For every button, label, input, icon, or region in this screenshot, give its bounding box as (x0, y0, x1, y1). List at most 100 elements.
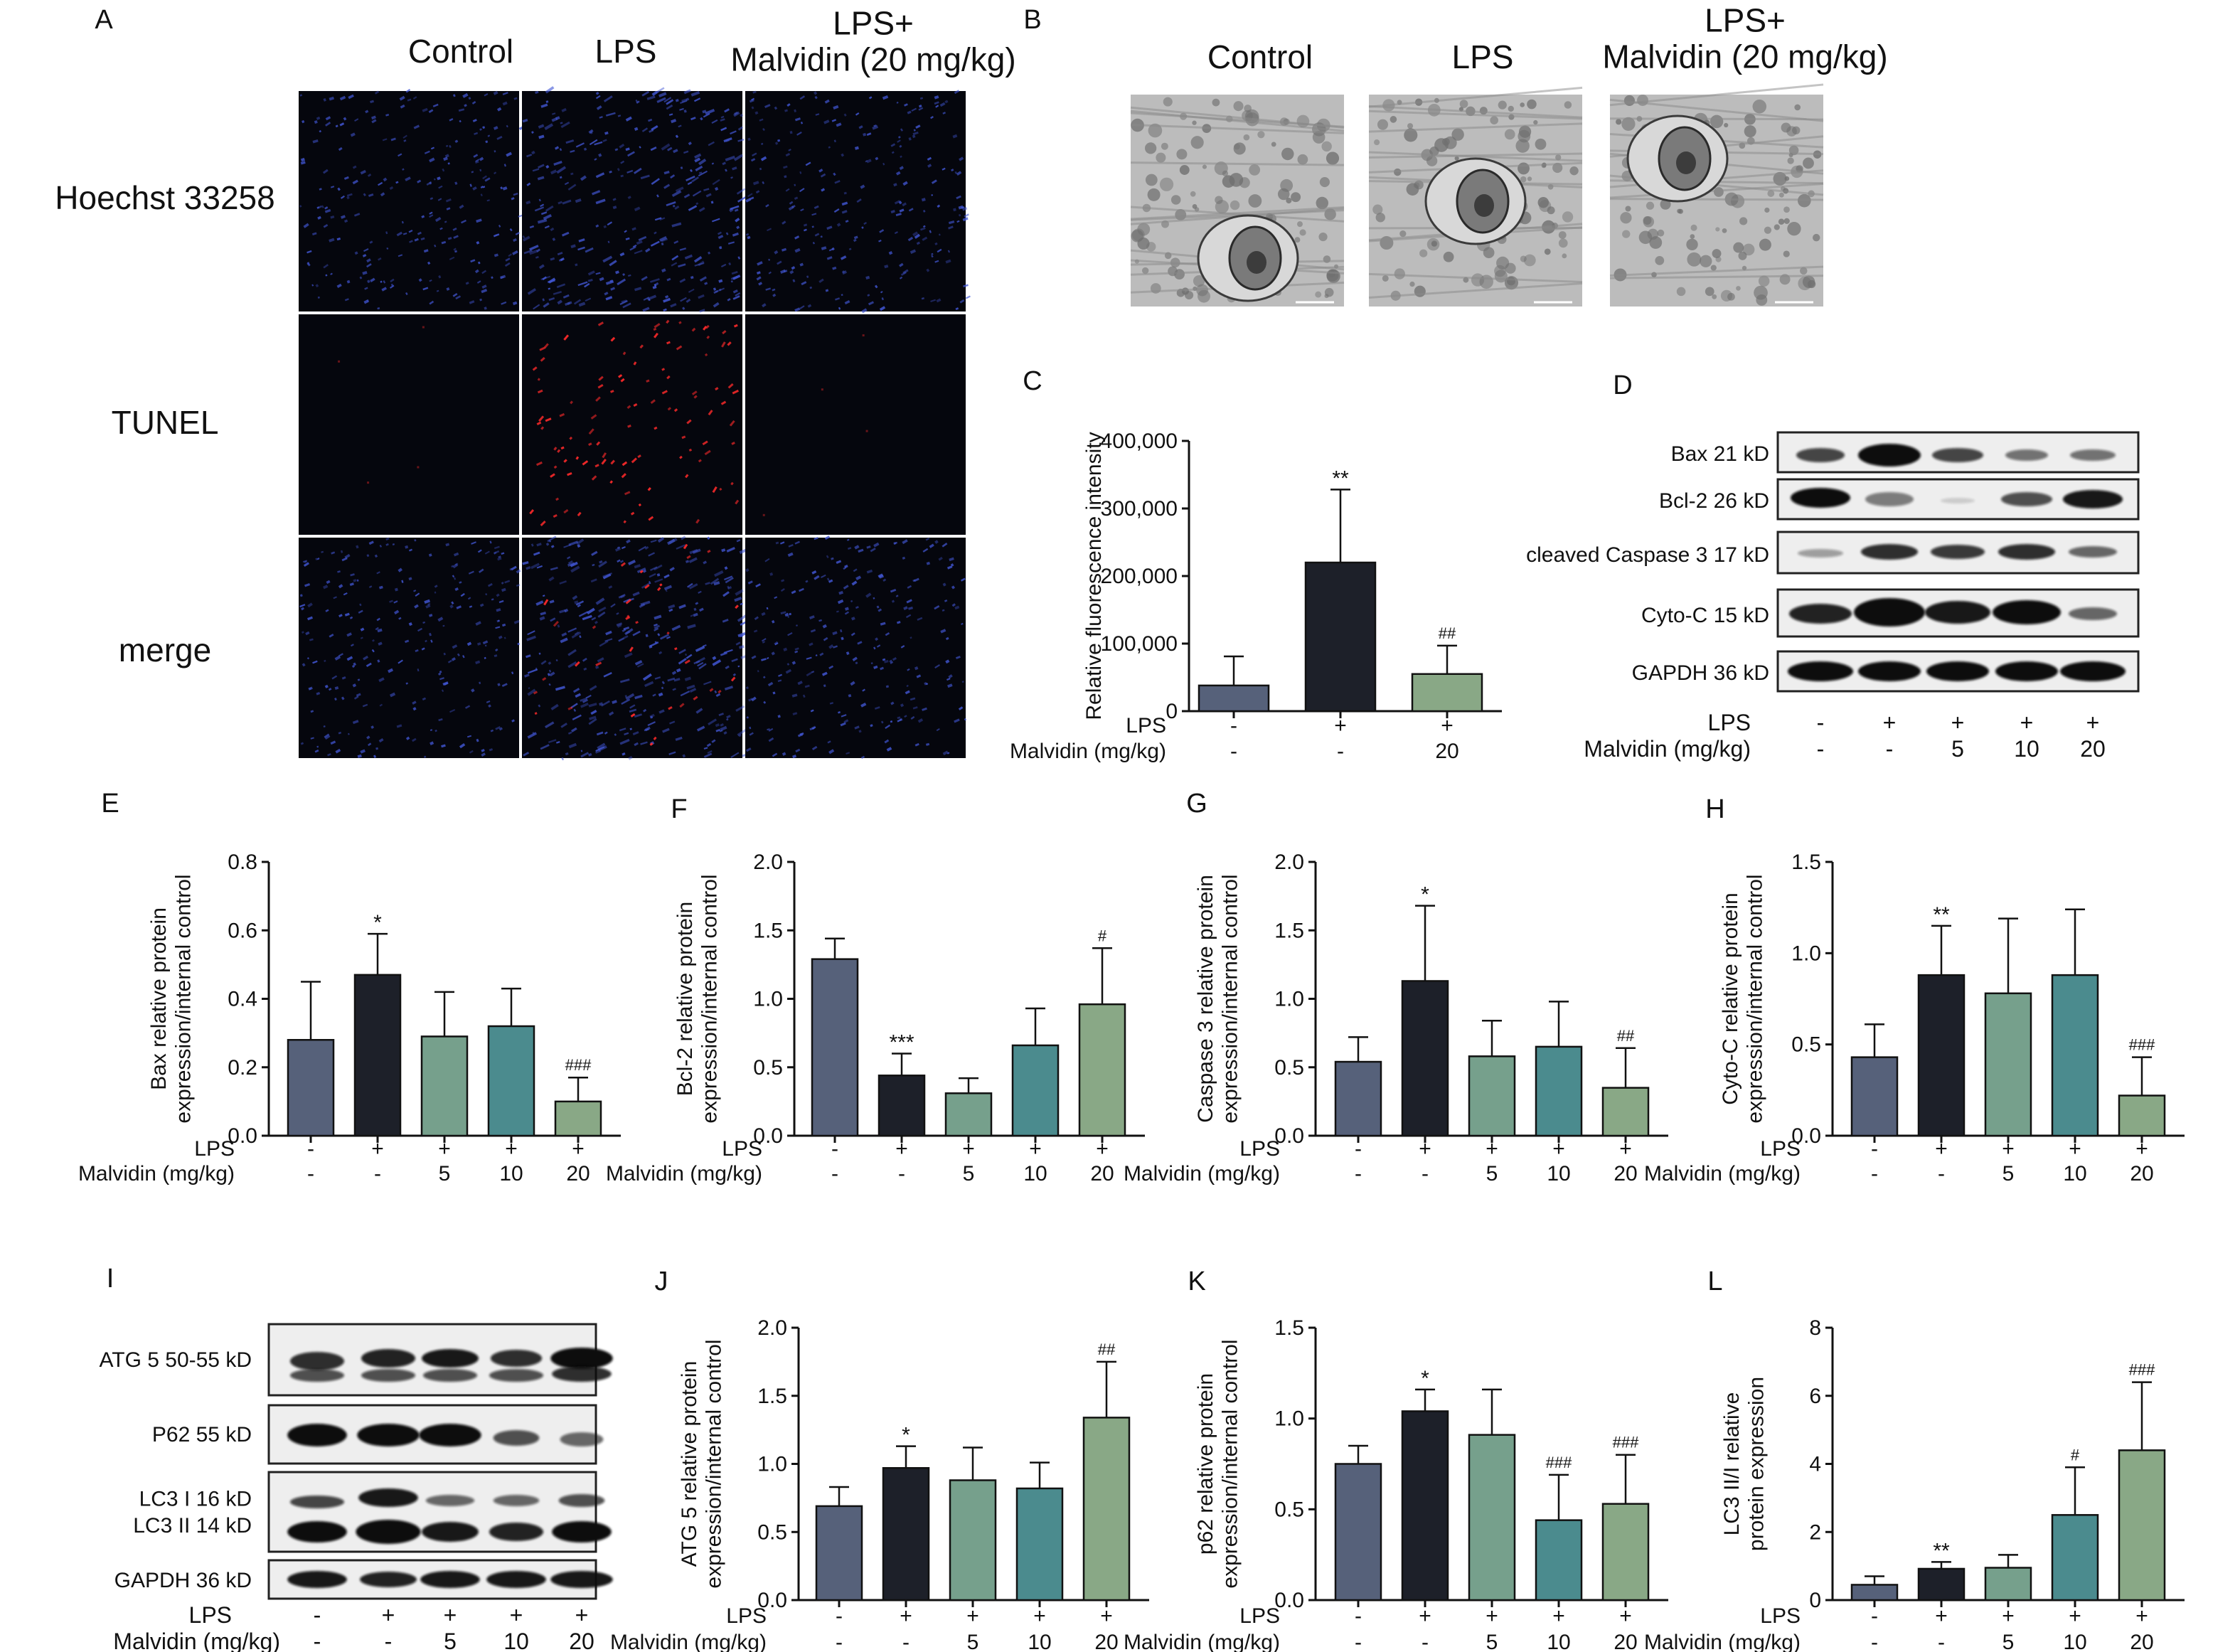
nucleus-dot (597, 745, 607, 752)
label-line: 0.0 (757, 1589, 787, 1612)
nucleus-dot (398, 254, 403, 257)
nucleus-dot (609, 260, 617, 267)
nucleus-dot (876, 644, 881, 648)
tunel-dot (338, 360, 341, 363)
mitochondrion (1451, 128, 1464, 141)
nucleus-dot (516, 584, 521, 587)
nucleus-dot (451, 565, 454, 568)
nucleus-dot (908, 606, 913, 610)
nucleus-dot (775, 541, 779, 545)
mitochondrion (1783, 218, 1790, 224)
nucleus-dot (449, 118, 454, 122)
nucleus-dot (422, 287, 429, 291)
y-tick-label: 8 (1809, 1316, 1821, 1340)
nucleus-dot (550, 703, 559, 710)
bar (2118, 1094, 2166, 1137)
nucleus-dot (362, 271, 368, 275)
nucleus-dot (712, 178, 720, 186)
nucleus-dot (326, 580, 331, 585)
nucleus-dot (587, 278, 593, 282)
nucleus-dot (720, 651, 727, 656)
nucleus-dot (340, 550, 343, 553)
lps-sign: + (1100, 1604, 1113, 1628)
nucleus-dot (782, 247, 787, 252)
nucleus-dot (648, 118, 653, 122)
nucleus-dot (299, 594, 303, 597)
nucleus-dot (664, 294, 669, 299)
mitochondrion (1767, 190, 1775, 197)
nucleus-dot (417, 231, 422, 235)
nucleus-dot (902, 202, 907, 207)
tunel-dot (563, 459, 567, 463)
mitochondrion (1230, 200, 1240, 211)
nucleus-dot (506, 124, 508, 128)
mitochondrion (1394, 268, 1405, 279)
nucleus-dot (319, 129, 322, 133)
nucleus-dot (900, 703, 905, 708)
tunel-dot (721, 341, 726, 348)
nucleus-dot (385, 543, 389, 546)
label-line: 5 (1486, 1162, 1498, 1185)
nucleus-dot (896, 621, 901, 624)
nucleus-dot (720, 118, 725, 122)
nucleus-dot (730, 752, 740, 758)
bar (949, 1479, 997, 1602)
label-line: Malvidin (mg/kg) (78, 1162, 235, 1185)
nucleus-dot (602, 255, 613, 263)
malvidin-dose: 20 (569, 1629, 594, 1652)
panel-label-F: F (671, 794, 687, 824)
malvidin-dose: 5 (967, 1631, 979, 1652)
label-line: LPS (595, 33, 657, 70)
nucleus-dot (368, 193, 374, 197)
nucleus-dot (425, 604, 431, 609)
mitochondrion (1407, 123, 1414, 129)
label-line: 1.0 (753, 988, 783, 1011)
nucleus-dot (618, 637, 625, 642)
nucleus-dot (399, 95, 405, 101)
nucleus-dot (911, 107, 917, 112)
label-line: 10 (503, 1629, 529, 1652)
lps-sign: + (895, 1137, 908, 1161)
nucleus-dot (595, 224, 599, 228)
malvidin-dose: 20 (2080, 736, 2106, 762)
nucleus-dot (572, 688, 580, 693)
mitochondrion (1778, 218, 1785, 225)
nucleus-dot (589, 685, 597, 691)
nucleus-dot (713, 302, 720, 308)
nucleus-dot (423, 755, 427, 758)
nucleus-dot (726, 546, 735, 553)
nucleus-dot (487, 582, 493, 587)
mitochondrion (1527, 176, 1532, 181)
nucleus-dot (495, 725, 501, 730)
mitochondrion (1147, 188, 1161, 201)
nucleus-dot (612, 206, 617, 210)
nucleus-dot (577, 281, 588, 287)
nucleus-dot (912, 579, 916, 582)
nucleus-dot (705, 108, 715, 115)
nucleus-dot (349, 582, 354, 587)
tunel-dot (691, 327, 696, 332)
nucleus-dot (454, 181, 458, 185)
nucleus-dot (866, 159, 872, 164)
nucleus-dot (617, 559, 621, 563)
nucleus-dot (441, 240, 447, 245)
blot-band (552, 1366, 612, 1382)
nucleus-dot (437, 672, 442, 676)
nucleus-dot (299, 205, 302, 208)
label-line: Malvidin (20 mg/kg) (1602, 38, 1887, 75)
nucleus-dot (434, 585, 438, 588)
nucleus-dot (673, 240, 679, 244)
nucleus-dot (794, 183, 796, 186)
tunel-dot (666, 375, 671, 380)
nucleus-dot (403, 139, 407, 142)
lps-sign: + (2020, 710, 2034, 735)
tunel-dot (588, 428, 594, 435)
nucleus-dot (366, 662, 372, 668)
nucleus-dot (339, 122, 345, 127)
nucleus-dot (338, 614, 343, 618)
tunel-dot (695, 518, 700, 524)
label-line: J (655, 1267, 668, 1296)
mitochondrion (1564, 101, 1572, 109)
nucleus-dot (422, 107, 428, 112)
